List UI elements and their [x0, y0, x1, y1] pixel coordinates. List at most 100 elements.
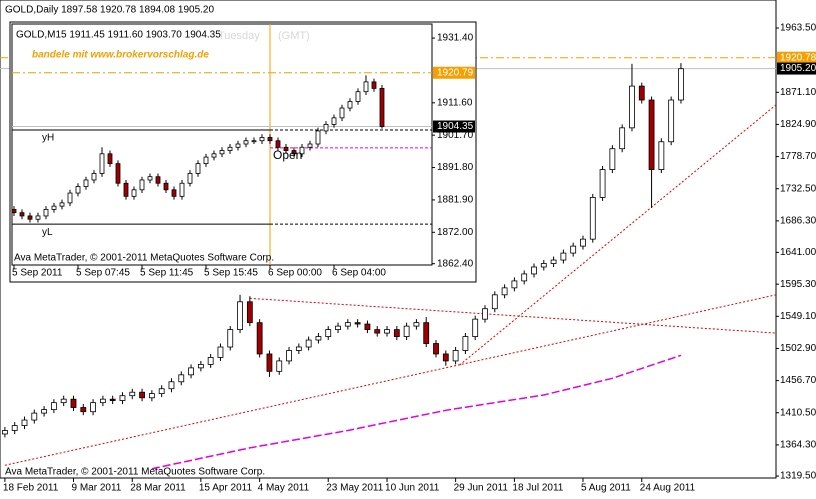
candle-body	[413, 322, 420, 327]
candle-body	[21, 419, 28, 427]
inset-frame	[9, 21, 477, 283]
candle-body	[109, 398, 116, 401]
candle-body	[41, 409, 47, 414]
price-label: 1905.20	[780, 63, 816, 74]
candle-body	[168, 381, 175, 390]
y-tick-label: 1364.30	[780, 440, 816, 451]
moving-average	[151, 354, 682, 470]
candle-body	[482, 308, 488, 320]
candle-body	[511, 280, 518, 289]
y-tick-label: 1911.60	[437, 97, 473, 108]
candle-body	[51, 205, 57, 210]
candle-body	[371, 81, 377, 89]
tz-label: (GMT)	[278, 30, 310, 42]
candle-body	[90, 402, 96, 413]
candle-body	[50, 402, 57, 411]
candle-body	[374, 329, 381, 334]
candle-body	[207, 357, 214, 365]
price-label: 1904.35	[437, 121, 474, 132]
candle-body	[403, 325, 410, 337]
x-tick-label: 5 Sep 2011	[12, 268, 63, 279]
candle-body	[155, 176, 161, 184]
x-tick-label: 5 Sep 07:45	[76, 268, 130, 279]
y-tick-label: 1931.40	[437, 33, 474, 44]
candle-body	[276, 360, 283, 372]
candle-body	[129, 391, 136, 397]
price-label: 1920.78	[780, 52, 816, 63]
y-tick-label: 1319.50	[780, 471, 816, 482]
candle-body	[462, 336, 469, 351]
candle-body	[619, 127, 626, 150]
candle-body	[266, 353, 273, 372]
x-tick-label: 18 Feb 2011	[3, 483, 59, 494]
candle-body	[91, 173, 97, 181]
x-tick-label: 24 Aug 2011	[640, 483, 696, 494]
x-tick-label: 10 Jun 2011	[385, 483, 440, 494]
plot-frame	[11, 23, 433, 266]
trend-line	[459, 104, 776, 366]
candle-body	[99, 153, 105, 174]
candle-body	[305, 339, 312, 348]
candle-body	[315, 336, 322, 341]
candle-body	[580, 238, 586, 247]
candle-body	[235, 143, 241, 148]
candle-body	[251, 140, 257, 143]
candle-body	[609, 148, 616, 170]
candle-body	[119, 395, 126, 401]
x-tick-label: 5 Sep 11:45	[140, 268, 194, 279]
candle-body	[83, 179, 89, 187]
candle-body	[227, 329, 234, 348]
y-tick-label: 1549.10	[780, 311, 816, 322]
candle-body	[256, 322, 263, 355]
candle-body	[60, 398, 67, 404]
candle-body	[589, 197, 596, 240]
candle-body	[195, 163, 201, 174]
candle-body	[131, 189, 137, 197]
price-label: 1920.79	[437, 67, 474, 78]
candle-body	[286, 350, 292, 362]
candle-body	[323, 123, 329, 132]
x-tick-label: 23 May 2011	[326, 483, 384, 494]
level-label: Open	[273, 148, 302, 162]
candle-body	[354, 322, 361, 325]
candle-body	[1, 430, 8, 435]
candle-body	[237, 301, 243, 331]
candle-body	[123, 182, 129, 197]
x-tick-label: 29 Jun 2011	[454, 483, 509, 494]
candle-body	[550, 259, 557, 264]
candle-body	[442, 353, 449, 362]
candle-body	[364, 323, 371, 331]
candle-body	[540, 263, 547, 268]
candle-body	[75, 186, 81, 194]
candle-body	[246, 301, 253, 324]
copyright: Ava MetaTrader, © 2001-2011 MetaQuotes S…	[14, 253, 274, 264]
candle-body	[147, 176, 153, 181]
candle-body	[219, 150, 225, 155]
x-tick-label: 6 Sep 04:00	[332, 268, 386, 279]
candle-body	[243, 140, 249, 145]
candle-body	[331, 117, 337, 125]
candle-body	[307, 143, 313, 148]
candle-body	[67, 192, 73, 204]
candle-body	[452, 350, 459, 362]
y-tick-label: 1641.00	[780, 247, 816, 258]
candle-body	[197, 363, 204, 369]
candle-body	[570, 245, 577, 254]
candle-body	[648, 99, 655, 170]
candle-body	[178, 374, 185, 383]
candle-body	[227, 146, 233, 151]
candle-body	[43, 209, 49, 217]
candle-body	[560, 252, 567, 261]
candle-body	[339, 107, 345, 119]
level-label: yL	[42, 227, 53, 238]
day-label: Tuesday	[218, 30, 260, 42]
y-tick-label: 1963.50	[780, 23, 816, 34]
candle-body	[139, 391, 145, 399]
candle-body	[115, 163, 121, 184]
y-tick-label: 1824.90	[780, 119, 816, 130]
y-tick-label: 1686.30	[780, 215, 816, 226]
x-tick-label: 18 Jul 2011	[512, 483, 563, 494]
y-tick-label: 1862.40	[437, 258, 474, 269]
plot-frame	[0, 0, 777, 479]
